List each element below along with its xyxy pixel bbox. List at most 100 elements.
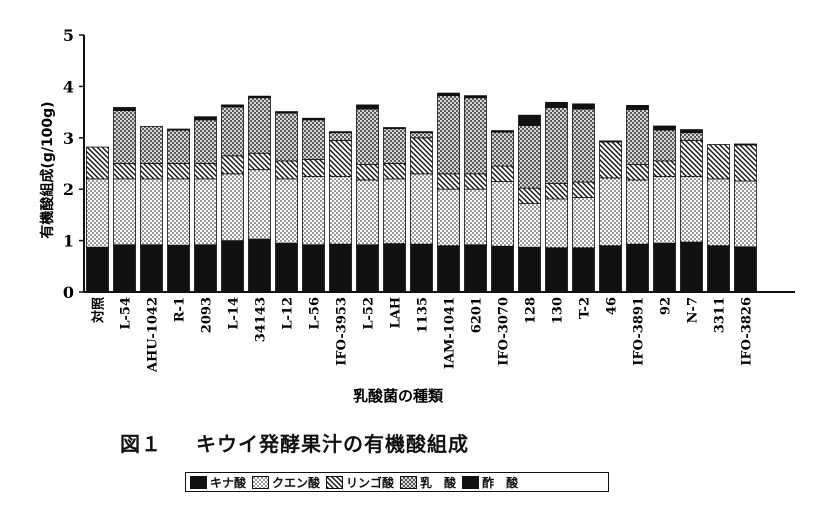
x-tick-label: L-14: [227, 297, 242, 330]
bar-segment: [410, 131, 433, 134]
bar-segment: [599, 245, 622, 293]
x-tick-label: L-54: [119, 297, 134, 330]
bar-segment: [437, 188, 460, 247]
bar-segment: [167, 129, 190, 164]
bar-segment: [572, 108, 595, 183]
bar-segment: [329, 243, 352, 293]
bar-segment: [275, 111, 298, 114]
bar-segment: [437, 92, 460, 97]
bar-segment: [599, 141, 622, 179]
x-tick-label: L-12: [281, 297, 296, 330]
bar-segment: [356, 244, 379, 293]
y-tick-label: 1: [63, 232, 74, 251]
bar-segment: [491, 130, 514, 133]
bar-segment: [680, 241, 703, 293]
x-tick-label: 34143: [254, 297, 269, 342]
bar-segment: [221, 155, 244, 175]
bar-segment: [491, 181, 514, 247]
bar-segment: [329, 139, 352, 177]
bar-segment: [410, 243, 433, 293]
bar-segment: [275, 160, 298, 180]
x-tick-label: IFO-3891: [632, 297, 647, 366]
bar-segment: [194, 244, 217, 293]
legend-label: クエン酸: [272, 475, 321, 490]
bar-segment: [680, 132, 703, 141]
y-tick-label: 3: [63, 129, 74, 148]
x-tick-label: IFO-3953: [335, 297, 350, 366]
bar-segment: [680, 175, 703, 243]
x-tick-label: IAM-1041: [443, 297, 458, 369]
bar-segment: [248, 169, 271, 240]
x-tick-label: 2093: [200, 297, 215, 333]
x-tick-label: 3311: [713, 297, 728, 333]
x-tick-label: AHU-1042: [146, 297, 161, 373]
legend-label: 酢 酸: [482, 475, 519, 490]
bar-segment: [86, 178, 109, 248]
legend-item: 乳 酸: [400, 474, 456, 491]
bar-segment: [410, 132, 433, 139]
y-tick-label: 5: [63, 26, 74, 45]
bar-segment: [86, 246, 109, 293]
bar-segment: [545, 247, 568, 293]
x-tick-label: 130: [551, 297, 566, 324]
x-axis-title: 乳酸菌の種類: [353, 387, 444, 405]
bar-segment: [248, 97, 271, 154]
bar-segment: [248, 152, 271, 171]
bar-segment: [194, 116, 217, 121]
bar-segment: [734, 246, 757, 293]
x-tick-label: IFO-3826: [740, 297, 755, 366]
bar-segment: [356, 164, 379, 181]
bar-segment: [545, 198, 568, 249]
legend: キナ酸 クエン酸 リンゴ酸 乳 酸 酢 酸: [185, 472, 609, 492]
bar-segment: [545, 183, 568, 200]
bar-segment: [302, 158, 325, 177]
bar-segment: [545, 101, 568, 108]
bar-segment: [518, 125, 541, 189]
y-axis-title: 有機酸組成(g/100g): [39, 101, 56, 238]
bar-segment: [734, 180, 757, 248]
bar-segment: [167, 128, 190, 131]
legend-swatch: [462, 475, 480, 489]
bar-segment: [329, 175, 352, 245]
figure-number: 図１: [120, 432, 162, 456]
bar-segment: [194, 178, 217, 246]
bar-segment: [653, 242, 676, 293]
bar-segment: [707, 144, 730, 180]
bar-segment: [464, 188, 487, 246]
bar-segment: [653, 125, 676, 131]
bar-segment: [221, 106, 244, 157]
bar-segment: [275, 242, 298, 293]
bar-segment: [113, 178, 136, 246]
bar-segment: [437, 245, 460, 293]
bar-segment: [329, 131, 352, 134]
y-tick-label: 2: [63, 180, 74, 199]
bar-segment: [167, 244, 190, 293]
bar-segment: [653, 175, 676, 244]
bar-segment: [464, 173, 487, 190]
y-tick-label: 0: [63, 283, 74, 302]
x-tick-label: L-52: [362, 297, 377, 330]
bar-segment: [113, 244, 136, 293]
bar-segment: [383, 127, 406, 129]
bar-segment: [140, 126, 163, 164]
x-tick-label: R-1: [173, 297, 188, 322]
bar-segment: [194, 163, 217, 180]
bar-segment: [599, 140, 622, 143]
bar-segment: [383, 128, 406, 164]
bar-segment: [140, 163, 163, 180]
legend-label: 乳 酸: [420, 475, 457, 490]
bar-segment: [140, 178, 163, 246]
bar-segment: [734, 143, 757, 146]
bar-segment: [572, 103, 595, 110]
bar-segment: [383, 163, 406, 180]
x-tick-label: 92: [659, 297, 674, 315]
x-tick-label: 46: [605, 297, 620, 315]
x-tick-label: N-7: [686, 297, 701, 323]
bar-segment: [572, 247, 595, 293]
legend-item: キナ酸: [190, 474, 246, 491]
bar-segment: [491, 131, 514, 167]
figure-caption: 図１ キウイ発酵果汁の有機酸組成: [120, 428, 469, 457]
bar-segment: [302, 244, 325, 293]
bar-segment: [518, 114, 541, 126]
bar-segment: [680, 139, 703, 177]
